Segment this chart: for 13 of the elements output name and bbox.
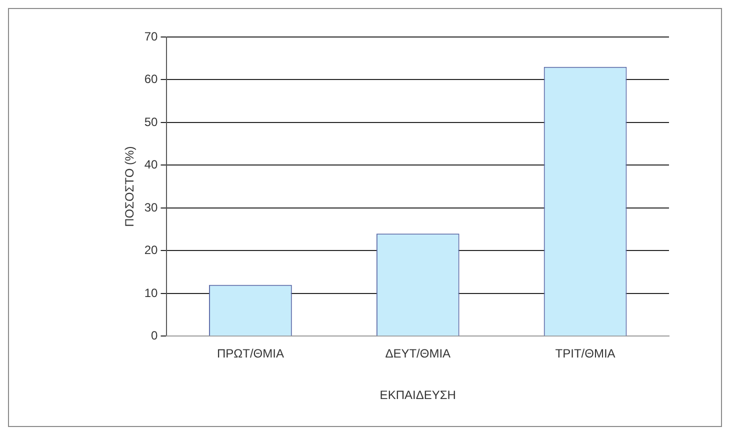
y-tick-label: 0 [151, 328, 158, 343]
y-tick-label: 20 [144, 243, 158, 258]
x-axis-title: ΕΚΠΑΙΔΕΥΣΗ [380, 388, 456, 402]
x-tick-label: ΤΡΙΤ/ΘΜΙΑ [555, 346, 616, 361]
y-tick-label: 70 [144, 29, 158, 44]
y-tick-label: 10 [144, 286, 158, 300]
y-tick-label: 50 [144, 114, 158, 129]
x-tick-label: ΔΕΥΤ/ΘΜΙΑ [385, 346, 451, 361]
y-axis-title: ΠΟΣΟΣΤΟ (%) [122, 146, 137, 227]
y-tick-label: 40 [144, 158, 158, 172]
x-tick-label: ΠΡΩΤ/ΘΜΙΑ [216, 346, 284, 361]
y-tick-label: 30 [144, 200, 158, 214]
y-tick-label: 60 [144, 72, 158, 86]
